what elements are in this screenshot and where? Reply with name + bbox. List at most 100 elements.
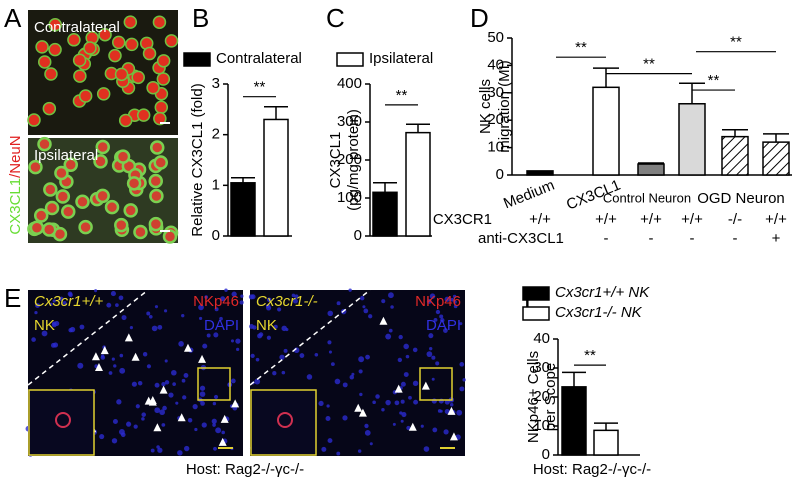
- nk-marker: [198, 354, 207, 363]
- y-axis-label: migration (MI): [496, 60, 513, 153]
- nucleus: [206, 333, 211, 338]
- nucleus: [381, 408, 385, 412]
- significance-label: **: [584, 347, 596, 364]
- cell: [142, 46, 157, 61]
- nucleus: [199, 391, 206, 397]
- nucleus: [273, 324, 278, 329]
- nucleus: [51, 321, 57, 326]
- nucleus: [400, 381, 406, 387]
- nucleus: [429, 346, 433, 351]
- cell-label: NK: [256, 317, 277, 334]
- nucleus: [399, 411, 403, 415]
- cell: [55, 189, 71, 204]
- nucleus: [224, 288, 228, 292]
- nucleus: [357, 449, 362, 453]
- nucleus: [135, 404, 140, 409]
- cell: [111, 35, 126, 50]
- nucleus: [252, 325, 257, 330]
- inset-box: [419, 367, 453, 401]
- cell: [148, 173, 163, 189]
- nk-marker: [159, 385, 168, 394]
- nucleus: [164, 380, 170, 385]
- panel-letter: D: [470, 3, 489, 33]
- nucleus: [49, 302, 53, 306]
- nucleus: [108, 371, 113, 375]
- nucleus: [112, 418, 118, 424]
- inset: [250, 389, 317, 456]
- nucleus: [250, 294, 256, 300]
- genotype-label: Cx3cr1+/+: [34, 293, 103, 310]
- row-value: -: [733, 230, 738, 247]
- nk-marker: [144, 396, 153, 405]
- cell: [44, 67, 58, 81]
- nucleus: [181, 378, 186, 383]
- bar: [592, 86, 620, 176]
- inset-cell: [55, 412, 71, 428]
- y-tick-label: 400: [337, 75, 362, 92]
- nucleus: [31, 337, 36, 342]
- nucleus: [198, 304, 204, 311]
- nucleus: [67, 291, 73, 297]
- cell: [98, 27, 112, 42]
- nucleus: [154, 382, 160, 388]
- significance-label: **: [730, 34, 742, 51]
- nucleus: [215, 427, 222, 434]
- nucleus: [119, 367, 126, 374]
- nucleus: [363, 308, 369, 314]
- cell: [42, 101, 57, 116]
- nucleus: [221, 430, 225, 435]
- nucleus: [281, 325, 287, 332]
- y-tick-label: 40: [487, 56, 504, 73]
- nucleus: [375, 394, 380, 399]
- y-tick-label: 50: [487, 29, 504, 46]
- nucleus: [201, 422, 207, 428]
- nucleus: [444, 399, 450, 405]
- cell: [35, 40, 49, 54]
- nucleus: [459, 362, 465, 367]
- nucleus: [184, 445, 190, 452]
- significance-label: **: [643, 56, 655, 73]
- boundary: [249, 289, 371, 386]
- nucleus: [364, 423, 369, 429]
- nucleus: [50, 342, 56, 348]
- x-tick-label: Medium: [501, 177, 557, 213]
- cell: [27, 113, 41, 127]
- panel-letter: B: [192, 3, 209, 33]
- nucleus: [106, 302, 112, 308]
- row-value: +/+: [529, 211, 551, 228]
- row-value: -: [604, 230, 609, 247]
- nk-marker: [379, 316, 388, 325]
- nucleus: [406, 425, 411, 431]
- cell: [123, 203, 138, 218]
- nucleus: [423, 446, 430, 452]
- nucleus: [381, 299, 386, 304]
- nucleus: [79, 324, 85, 330]
- cell: [75, 194, 90, 210]
- stain-label: NKp46: [415, 293, 461, 310]
- nucleus: [403, 372, 409, 377]
- bar: [372, 191, 398, 237]
- nucleus: [111, 357, 115, 361]
- nucleus: [162, 405, 167, 411]
- nucleus: [327, 310, 334, 317]
- nk-marker: [131, 352, 140, 361]
- nucleus: [283, 348, 288, 353]
- nucleus: [408, 395, 412, 400]
- nucleus: [265, 303, 271, 309]
- nucleus: [334, 378, 341, 385]
- nucleus: [230, 339, 235, 343]
- cell: [124, 37, 139, 52]
- nk-marker: [358, 408, 367, 417]
- stain-label: NKp46: [193, 293, 239, 310]
- y-axis-label: CX3CL1: [327, 132, 344, 189]
- nk-marker: [124, 333, 133, 342]
- nucleus: [131, 381, 137, 387]
- nucleus: [439, 409, 443, 413]
- y-axis-label: per Scope: [542, 363, 559, 431]
- nucleus: [456, 409, 463, 416]
- nk-marker: [220, 414, 229, 423]
- nk-marker: [421, 381, 430, 390]
- nucleus: [426, 299, 432, 304]
- nk-marker: [394, 384, 403, 393]
- nucleus: [358, 369, 363, 374]
